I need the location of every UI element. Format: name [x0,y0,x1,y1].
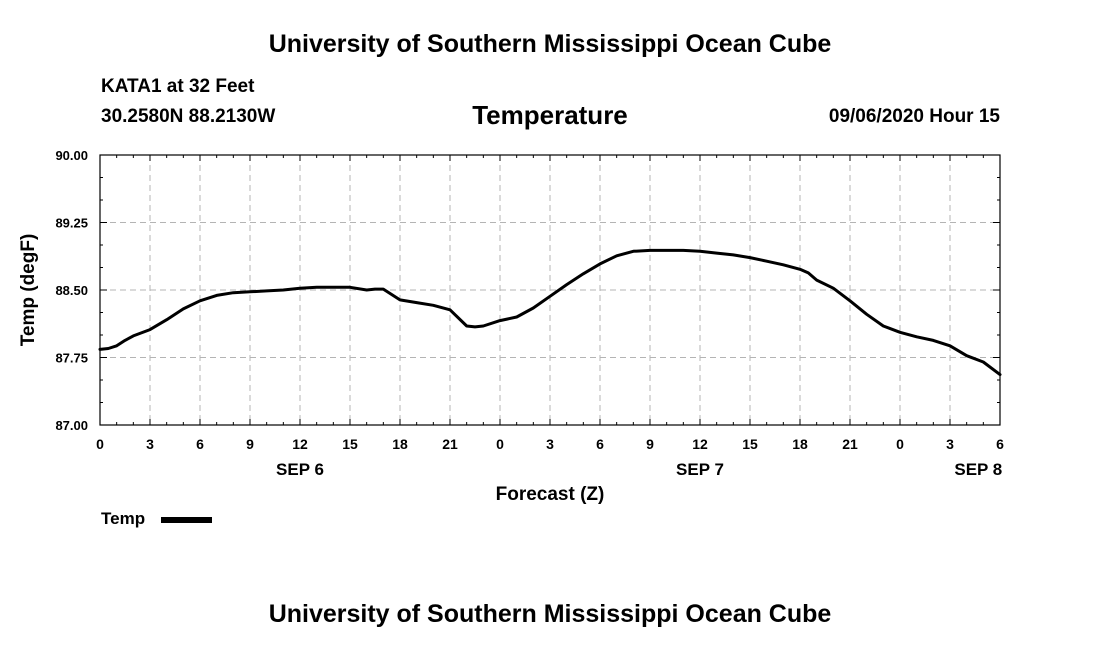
x-tick-label: 0 [496,436,504,452]
x-tick-label: 3 [546,436,554,452]
x-tick-label: 15 [742,436,758,452]
page-title: University of Southern Mississippi Ocean… [268,30,832,58]
day-label: SEP 6 [276,460,324,479]
x-tick-label: 9 [246,436,254,452]
x-tick-label: 12 [292,436,308,452]
x-tick-label: 0 [896,436,904,452]
x-tick-label: 18 [392,436,408,452]
y-tick-label: 87.75 [55,351,88,366]
series-line-temp [98,248,1002,377]
y-tick-label: 90.00 [55,148,88,163]
forecast-timestamp: 09/06/2020 Hour 15 [828,106,1000,127]
x-tick-label: 15 [342,436,358,452]
grid-lines [100,155,1000,425]
axis-labels: 0 3 6 9 12 15 18 21 0 3 6 9 12 15 18 21 0 3 6 87.00 87.75 88.… [18,148,1004,505]
x-tick-label: 18 [792,436,808,452]
y-tick-label: 88.50 [55,283,88,298]
plot-frame [99,154,1001,426]
x-tick-label: 9 [646,436,654,452]
axes [99,154,1001,426]
station-coordinates: 30.2580N 88.2130W [101,106,276,127]
series-layer [98,248,1002,377]
x-tick-label: 12 [692,436,708,452]
legend-swatch [161,517,212,523]
x-tick-label: 3 [146,436,154,452]
x-tick-label: 3 [946,436,954,452]
station-name: KATA1 at 32 Feet [101,76,255,97]
legend-label: Temp [101,509,146,528]
x-tick-label: 6 [196,436,204,452]
footer-title: University of Southern Mississippi Ocean… [268,600,832,628]
x-tick-label: 6 [996,436,1004,452]
y-axis-label: Temp (degF) [18,234,39,347]
x-tick-label: 21 [442,436,458,452]
x-tick-label: 6 [596,436,604,452]
y-tick-label: 87.00 [55,418,88,433]
y-tick-label: 89.25 [55,216,88,231]
x-tick-label: 21 [842,436,858,452]
day-label: SEP 8 [954,460,1002,479]
x-axis-label: Forecast (Z) [496,484,605,505]
chart-title: Temperature [472,100,628,130]
day-label: SEP 7 [676,460,724,479]
x-tick-label: 0 [96,436,104,452]
